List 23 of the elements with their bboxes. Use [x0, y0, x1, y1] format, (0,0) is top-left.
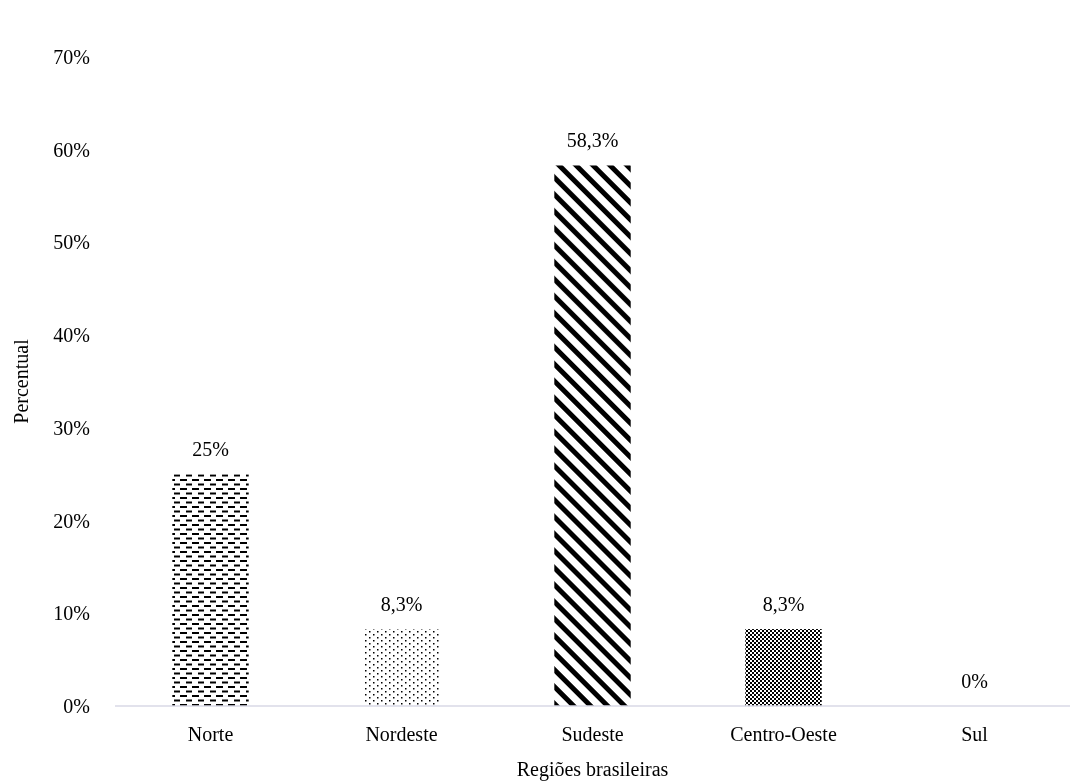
x-tick-label: Sudeste — [561, 723, 624, 745]
y-tick-label: 30% — [53, 416, 90, 439]
x-tick-label: Nordeste — [365, 723, 438, 745]
data-label: 8,3% — [380, 593, 423, 616]
data-label: 25% — [192, 438, 229, 461]
y-tick-label: 0% — [63, 695, 90, 717]
data-label: 8,3% — [762, 593, 805, 616]
y-tick-label: 10% — [53, 602, 90, 625]
bar — [172, 474, 249, 706]
y-tick-label: 60% — [53, 138, 90, 161]
x-tick-label: Sul — [961, 723, 989, 745]
x-tick-label: Centro-Oeste — [730, 723, 837, 745]
y-tick-label: 50% — [53, 231, 90, 254]
x-axis-title: Regiões brasileiras — [516, 758, 669, 781]
bar — [554, 165, 631, 706]
y-tick-label: 40% — [53, 324, 90, 347]
data-label: 0% — [961, 670, 988, 692]
y-tick-label: 70% — [53, 46, 90, 68]
y-axis-title: Percentual — [10, 338, 32, 424]
y-tick-label: 20% — [53, 509, 90, 532]
bar — [745, 629, 822, 706]
data-label: 58,3% — [566, 129, 619, 152]
x-tick-label: Norte — [187, 723, 234, 745]
